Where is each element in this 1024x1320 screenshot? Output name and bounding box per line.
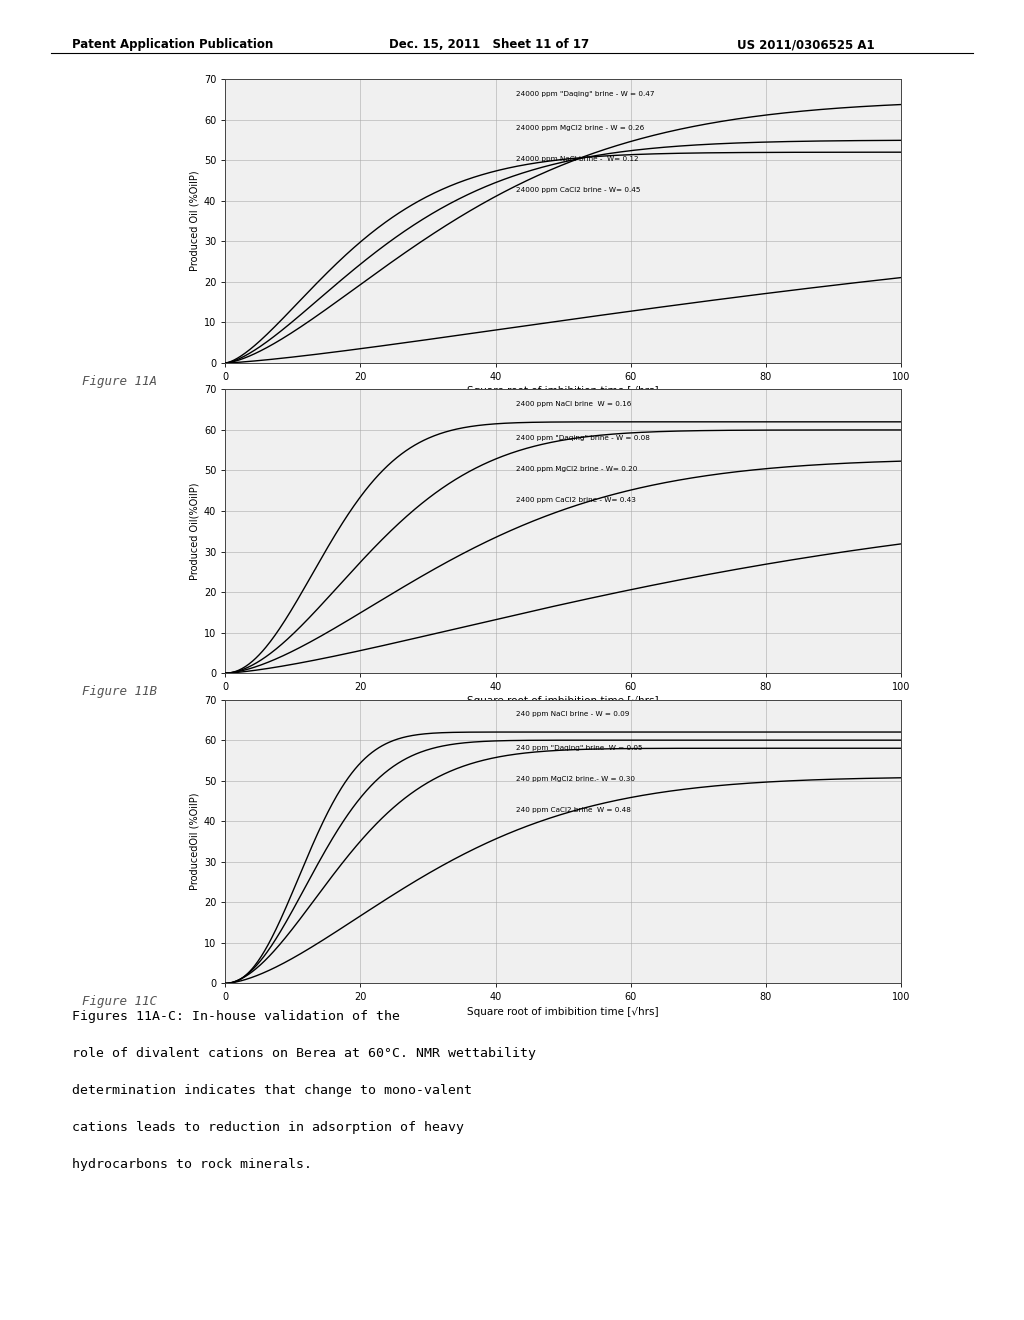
Text: cations leads to reduction in adsorption of heavy: cations leads to reduction in adsorption… [72,1121,464,1134]
Text: Dec. 15, 2011   Sheet 11 of 17: Dec. 15, 2011 Sheet 11 of 17 [389,38,589,51]
X-axis label: Square root of imbibition time [√hrs]: Square root of imbibition time [√hrs] [467,1007,659,1016]
Text: Figures 11A-C: In-house validation of the: Figures 11A-C: In-house validation of th… [72,1010,399,1023]
Text: 240 ppm "Daqing" brine  W = 0.05: 240 ppm "Daqing" brine W = 0.05 [516,744,642,751]
Text: Figure 11C: Figure 11C [82,995,157,1008]
Text: Patent Application Publication: Patent Application Publication [72,38,273,51]
Text: 2400 ppm "Daqing" brine - W = 0.08: 2400 ppm "Daqing" brine - W = 0.08 [516,434,650,441]
Y-axis label: Produced Oil(%OilP): Produced Oil(%OilP) [189,483,200,579]
Text: 2400 ppm MgCl2 brine - W= 0.20: 2400 ppm MgCl2 brine - W= 0.20 [516,466,637,473]
Text: 24000 ppm MgCl2 brine - W = 0.26: 24000 ppm MgCl2 brine - W = 0.26 [516,124,644,131]
Text: US 2011/0306525 A1: US 2011/0306525 A1 [737,38,874,51]
Text: hydrocarbons to rock minerals.: hydrocarbons to rock minerals. [72,1158,311,1171]
Text: 24000 ppm CaCl2 brine - W= 0.45: 24000 ppm CaCl2 brine - W= 0.45 [516,187,640,193]
Text: 2400 ppm CaCl2 brine - W= 0.43: 2400 ppm CaCl2 brine - W= 0.43 [516,498,636,503]
Y-axis label: Produced Oil (%OilP): Produced Oil (%OilP) [189,170,200,272]
Text: 240 ppm NaCl brine - W = 0.09: 240 ppm NaCl brine - W = 0.09 [516,711,630,717]
Text: 24000 ppm NaCl brine -  W= 0.12: 24000 ppm NaCl brine - W= 0.12 [516,156,639,162]
Text: role of divalent cations on Berea at 60°C. NMR wettability: role of divalent cations on Berea at 60°… [72,1047,536,1060]
Text: 240 ppm CaCl2 brine  W = 0.48: 240 ppm CaCl2 brine W = 0.48 [516,808,631,813]
Text: 240 ppm MgCl2 brine.- W = 0.30: 240 ppm MgCl2 brine.- W = 0.30 [516,776,635,783]
Text: determination indicates that change to mono-valent: determination indicates that change to m… [72,1084,472,1097]
X-axis label: Square root of imbibition time [√hrs]: Square root of imbibition time [√hrs] [467,697,659,706]
Text: Figure 11B: Figure 11B [82,685,157,698]
Text: Figure 11A: Figure 11A [82,375,157,388]
Text: 2400 ppm NaCl brine  W = 0.16: 2400 ppm NaCl brine W = 0.16 [516,401,631,407]
X-axis label: Square root of imbibition time [√hrs]: Square root of imbibition time [√hrs] [467,387,659,396]
Text: 24000 ppm "Daqing" brine - W = 0.47: 24000 ppm "Daqing" brine - W = 0.47 [516,91,654,96]
Y-axis label: ProducedOil (%OilP): ProducedOil (%OilP) [189,793,200,890]
